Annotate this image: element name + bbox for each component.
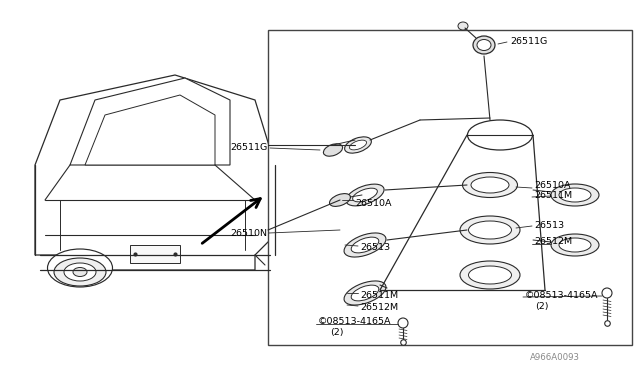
Ellipse shape xyxy=(463,173,518,198)
Ellipse shape xyxy=(349,140,367,150)
Ellipse shape xyxy=(344,281,386,305)
Ellipse shape xyxy=(467,120,532,150)
Text: ©08513-4165A: ©08513-4165A xyxy=(318,317,392,327)
Text: A966A0093: A966A0093 xyxy=(530,353,580,362)
Text: 26513: 26513 xyxy=(360,244,390,253)
Ellipse shape xyxy=(54,258,106,286)
Ellipse shape xyxy=(460,261,520,289)
Ellipse shape xyxy=(353,188,378,202)
Bar xyxy=(268,30,632,345)
Ellipse shape xyxy=(551,184,599,206)
Ellipse shape xyxy=(551,234,599,256)
Ellipse shape xyxy=(398,318,408,328)
Ellipse shape xyxy=(344,137,371,153)
Polygon shape xyxy=(85,95,215,165)
Bar xyxy=(130,245,180,263)
Ellipse shape xyxy=(477,39,491,51)
Ellipse shape xyxy=(344,233,386,257)
Text: 26512M: 26512M xyxy=(534,237,572,247)
Ellipse shape xyxy=(468,221,511,239)
Text: 26510A: 26510A xyxy=(534,182,570,190)
Ellipse shape xyxy=(323,144,342,156)
Ellipse shape xyxy=(47,249,113,287)
Ellipse shape xyxy=(468,266,511,284)
Text: (2): (2) xyxy=(535,302,548,311)
Ellipse shape xyxy=(602,288,612,298)
Ellipse shape xyxy=(471,177,509,193)
Ellipse shape xyxy=(559,238,591,252)
Ellipse shape xyxy=(559,188,591,202)
Ellipse shape xyxy=(351,285,379,301)
Ellipse shape xyxy=(458,22,468,30)
Text: 26510N: 26510N xyxy=(230,228,267,237)
Text: 26511G: 26511G xyxy=(231,144,268,153)
Text: 26510A: 26510A xyxy=(355,199,392,208)
Ellipse shape xyxy=(473,36,495,54)
Ellipse shape xyxy=(346,184,384,206)
Text: 26512M: 26512M xyxy=(360,304,398,312)
Text: 26511M: 26511M xyxy=(360,291,398,299)
Text: 26511G: 26511G xyxy=(510,38,547,46)
Text: (2): (2) xyxy=(330,327,344,337)
Polygon shape xyxy=(70,78,230,165)
Text: 26511M: 26511M xyxy=(534,190,572,199)
Polygon shape xyxy=(35,75,275,270)
Ellipse shape xyxy=(73,267,87,276)
Text: 26513: 26513 xyxy=(534,221,564,230)
Text: ©08513-4165A: ©08513-4165A xyxy=(525,291,598,299)
Ellipse shape xyxy=(460,216,520,244)
Ellipse shape xyxy=(330,193,351,206)
Ellipse shape xyxy=(351,237,379,253)
Ellipse shape xyxy=(64,263,96,281)
